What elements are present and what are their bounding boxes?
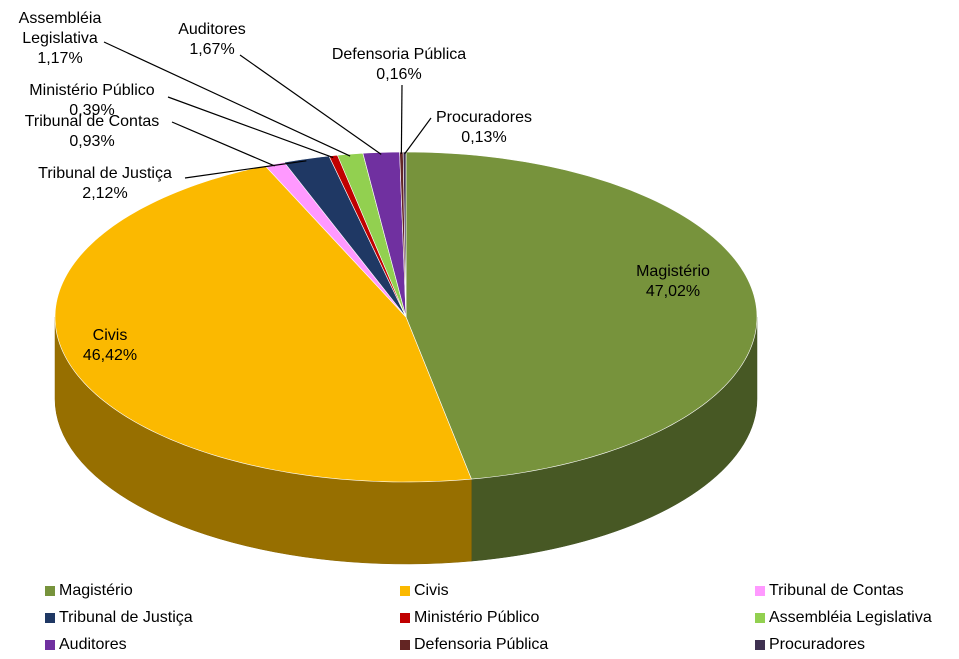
slice — [405, 151, 758, 480]
legend-item: Defensoria Pública — [400, 636, 548, 654]
data-label: Tribunal de Contas 0,93% — [25, 112, 160, 152]
data-label: Tribunal de Justiça 2,12% — [38, 164, 172, 204]
label-value: 46,42% — [82, 347, 138, 364]
label-value: 1,67% — [189, 41, 235, 58]
leader-line — [400, 84, 403, 155]
legend-label: Procuradores — [769, 636, 866, 653]
legend-item: Tribunal de Justiça — [45, 609, 193, 627]
label-name: Ministério Público — [29, 82, 155, 99]
label-value: 2,12% — [82, 185, 128, 202]
legend-swatch — [45, 586, 55, 596]
legend-item: Magistério — [45, 582, 133, 600]
label-name: Magistério — [636, 263, 710, 280]
label-value: 47,02% — [645, 283, 701, 300]
label-name: Assembléia Legislativa — [18, 10, 102, 47]
label-value: 0,39% — [69, 102, 115, 119]
legend-label: Magistério — [59, 582, 133, 599]
label-name: Tribunal de Justiça — [38, 165, 172, 182]
legend-label: Auditores — [59, 636, 127, 653]
data-label: Civis 46,42% — [83, 326, 137, 366]
legend-item: Civis — [400, 582, 449, 600]
legend-swatch — [400, 640, 410, 650]
leader-line — [239, 54, 382, 155]
legend-label: Tribunal de Contas — [769, 582, 904, 599]
legend-item: Assembléia Legislativa — [755, 609, 932, 627]
label-name: Defensoria Pública — [331, 46, 467, 63]
label-name: Tribunal de Contas — [24, 113, 160, 130]
legend-swatch — [755, 613, 765, 623]
legend-label: Tribunal de Justiça — [59, 609, 193, 626]
legend-swatch — [45, 613, 55, 623]
slice — [362, 151, 407, 318]
legend-item: Procuradores — [755, 636, 865, 654]
data-label: Magistério 47,02% — [636, 262, 710, 302]
leader-line — [171, 121, 275, 167]
legend-label: Defensoria Pública — [414, 636, 549, 653]
label-value: 0,13% — [461, 129, 507, 146]
label-value: 0,16% — [376, 66, 422, 83]
data-label: Defensoria Pública 0,16% — [332, 45, 466, 85]
legend-swatch — [400, 613, 410, 623]
legend-item: Auditores — [45, 636, 127, 654]
legend-swatch — [45, 640, 55, 650]
slice — [283, 155, 407, 318]
legend-swatch — [755, 586, 765, 596]
label-name: Civis — [92, 327, 128, 344]
data-label: Procuradores 0,13% — [436, 108, 532, 148]
data-label: Assembléia Legislativa 1,17% — [10, 9, 110, 69]
label-name: Auditores — [178, 21, 246, 38]
legend-swatch — [400, 586, 410, 596]
label-value: 1,17% — [37, 50, 83, 67]
leader-line — [167, 96, 334, 159]
leader-line — [103, 41, 351, 157]
leader-line — [184, 160, 307, 179]
label-name: Procuradores — [435, 109, 533, 126]
data-label: Auditores 1,67% — [178, 20, 246, 60]
legend-label: Civis — [414, 582, 449, 599]
slice — [402, 151, 407, 318]
legend-swatch — [755, 640, 765, 650]
leader-line — [404, 117, 432, 155]
slice — [54, 165, 472, 483]
legend-item: Ministério Público — [400, 609, 539, 627]
label-value: 0,93% — [69, 133, 115, 150]
legend-item: Tribunal de Contas — [755, 582, 904, 600]
data-label: Ministério Público 0,39% — [29, 81, 154, 121]
legend-label: Assembléia Legislativa — [769, 609, 932, 626]
legend-label: Ministério Público — [414, 609, 540, 626]
